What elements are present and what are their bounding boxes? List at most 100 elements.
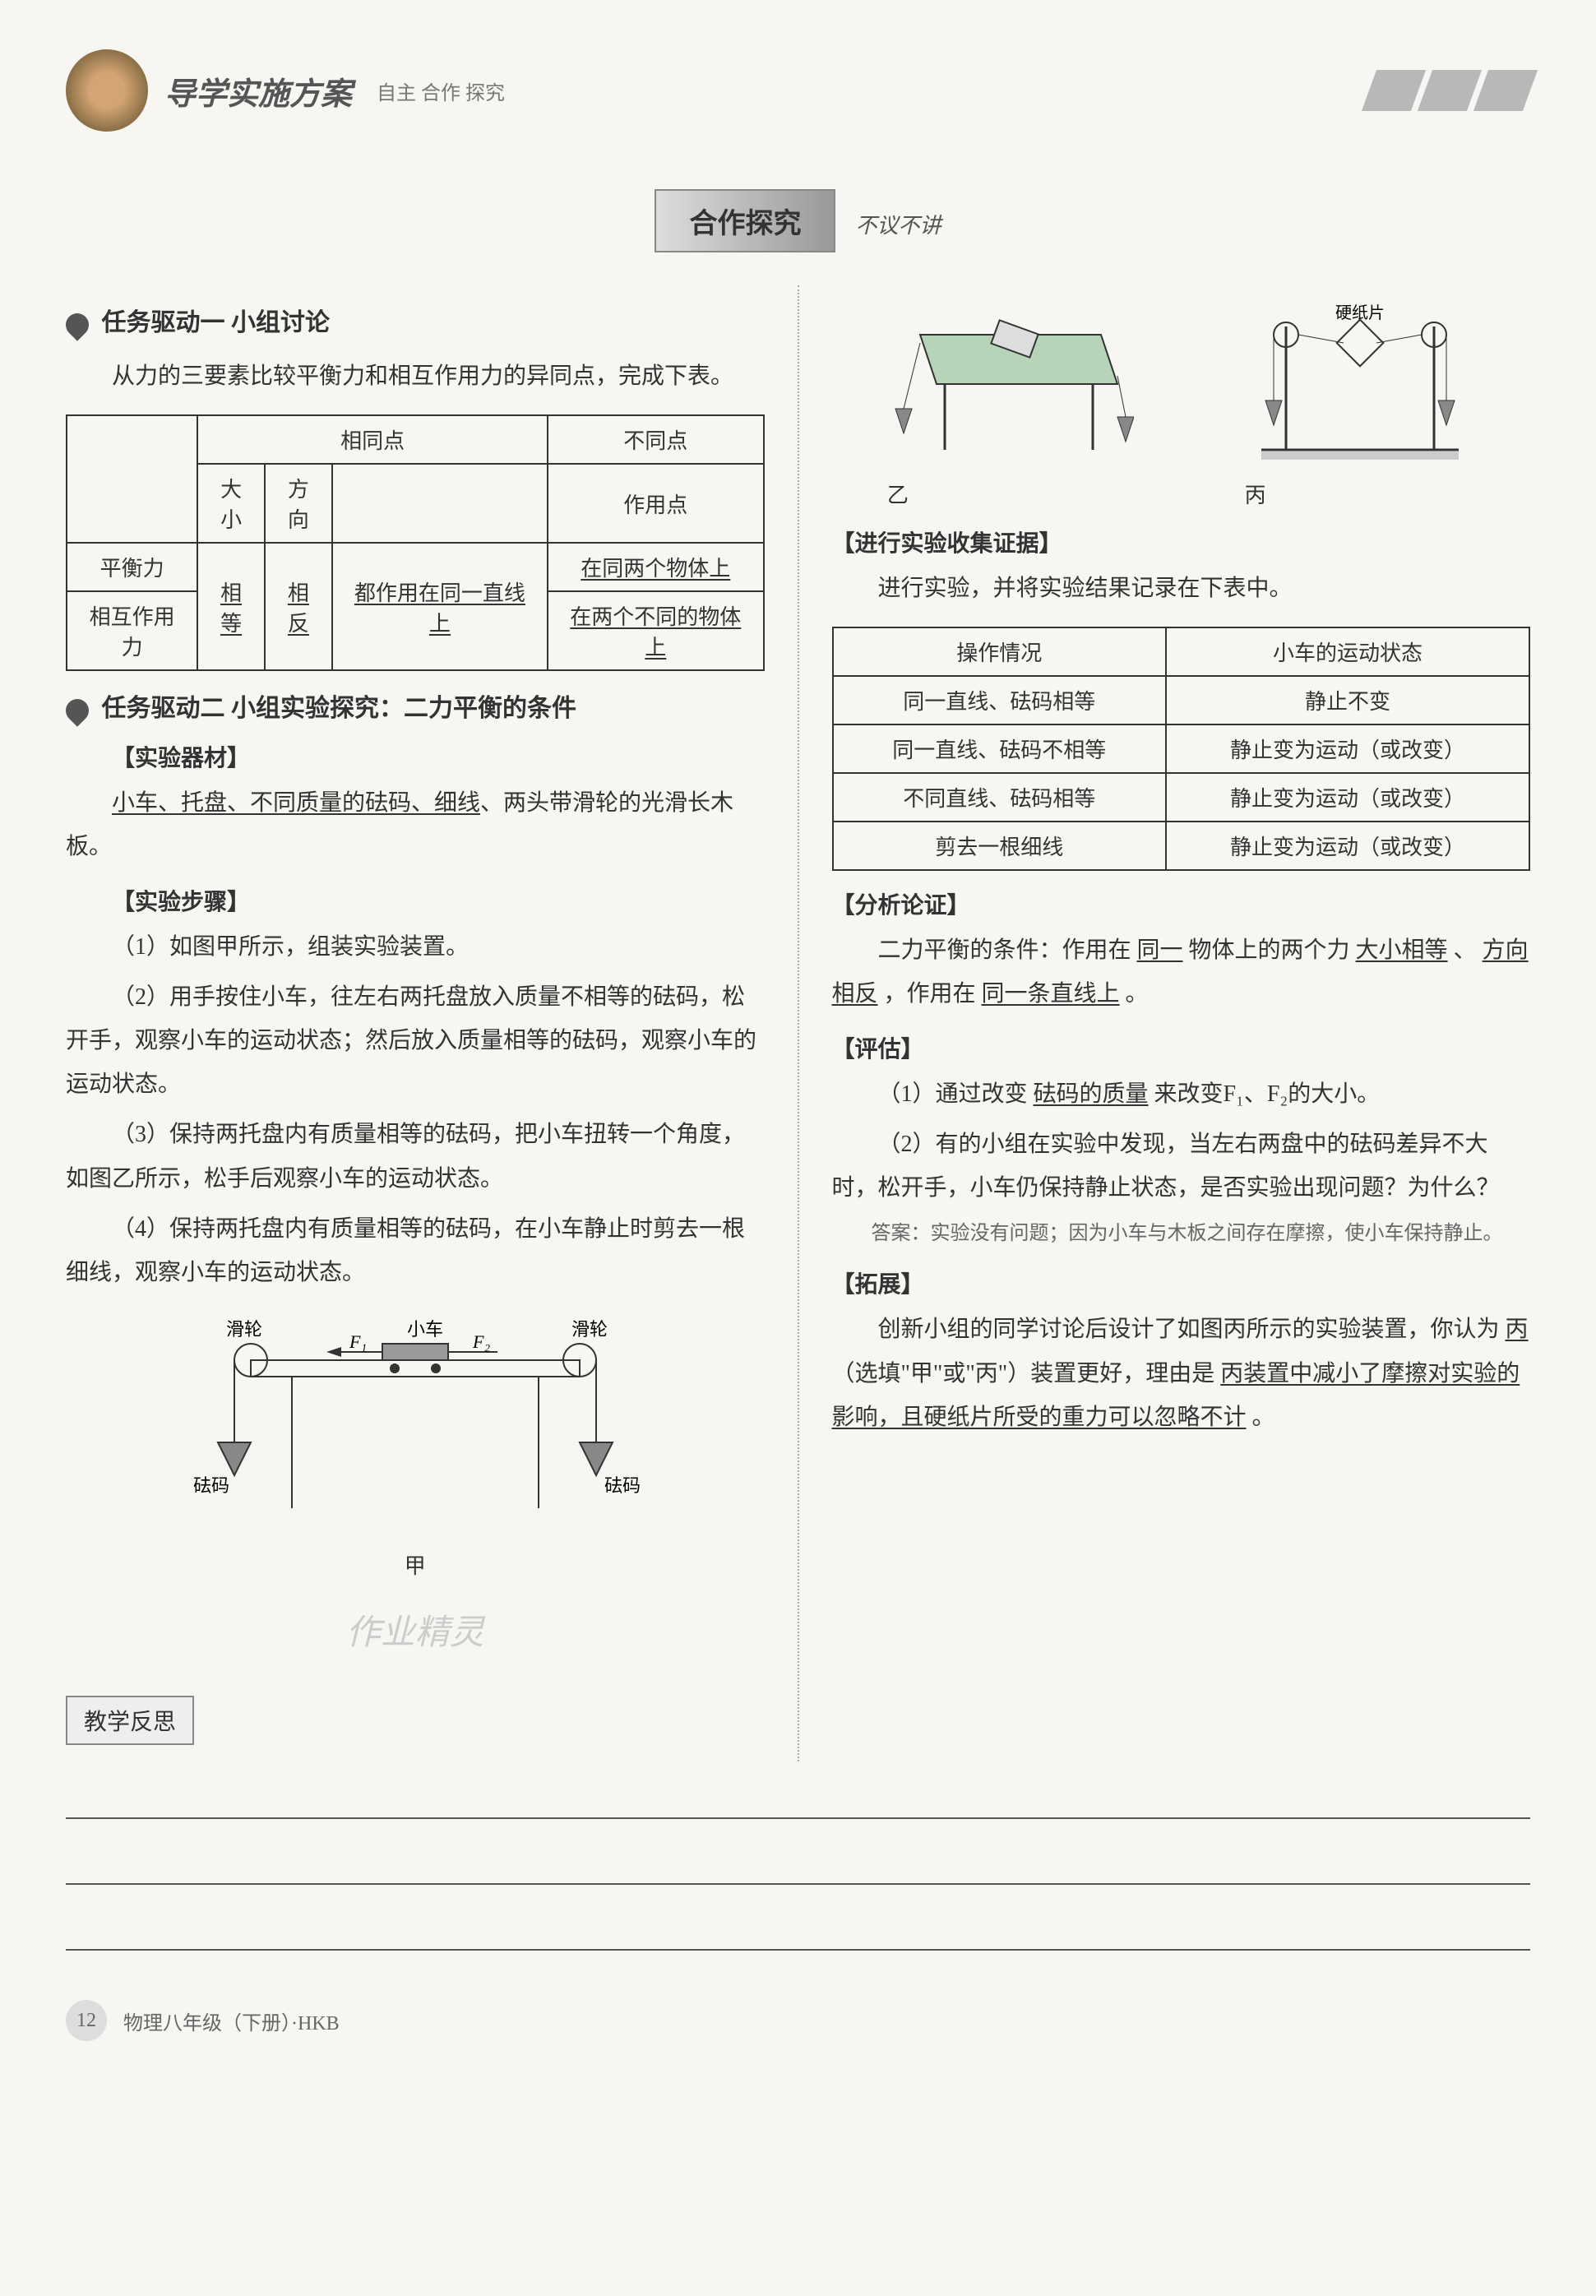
comparison-table: 相同点 不同点 大小 方向 作用点 平衡力 相等 相反 都作用在同一直线上 在同… [66, 414, 765, 671]
rt-h1: 操作情况 [833, 627, 1167, 676]
diagram-bing-svg: 硬纸片 [1245, 302, 1475, 466]
reflection-lines [66, 1778, 1530, 1951]
a-t5: 。 [1126, 981, 1149, 1007]
label-car: 小车 [407, 1319, 443, 1340]
reflection-line [66, 1844, 1530, 1885]
collect-title: 【进行实验收集证据】 [832, 525, 1531, 558]
a-t4: ，作用在 [884, 981, 976, 1007]
eval-title: 【评估】 [832, 1031, 1531, 1064]
reflection-line [66, 1778, 1530, 1819]
ex-t3: 。 [1252, 1405, 1275, 1430]
label-pulley-r: 滑轮 [571, 1319, 608, 1340]
equip-title: 【实验器材】 [112, 740, 765, 773]
task1-intro: 从力的三要素比较平衡力和相互作用力的异同点，完成下表。 [66, 354, 765, 398]
rt-r3c1: 不同直线、砝码相等 [833, 773, 1167, 822]
label-weight-l: 砝码 [193, 1475, 229, 1496]
e-q1-post: 来改变F₁、F₂的大小。 [1154, 1081, 1381, 1107]
c-diff1: 在同两个物体上 [548, 543, 763, 591]
a-a4: 同一条直线上 [982, 981, 1120, 1007]
equip-ans: 小车、托盘、不同质量的砝码、细线 [112, 790, 480, 816]
pin-icon [61, 694, 94, 727]
r1-label: 平衡力 [67, 543, 197, 591]
collect-intro: 进行实验，并将实验结果记录在下表中。 [832, 567, 1531, 610]
ex-a1: 丙 [1506, 1317, 1529, 1342]
step3: （3）保持两托盘内有质量相等的砝码，把小车扭转一个角度，如图乙所示，松手后观察小… [66, 1113, 765, 1200]
banner-sub: 不议不讲 [855, 214, 941, 238]
step2: （2）用手按住小车，往左右两托盘放入质量不相等的砝码，松开手，观察小车的运动状态… [66, 975, 765, 1107]
extend-title: 【拓展】 [832, 1266, 1531, 1299]
th-empty [332, 464, 548, 543]
analysis-text: 二力平衡的条件：作用在 同一 物体上的两个力 大小相等 、 方向相反 ，作用在 … [832, 928, 1531, 1016]
rt-r2c1: 同一直线、砝码不相等 [833, 724, 1167, 773]
a-t3: 、 [1454, 937, 1477, 963]
th-same: 相同点 [197, 415, 548, 464]
a-pre: 二力平衡的条件：作用在 [878, 937, 1131, 963]
task2-title-text: 任务驱动二 小组实验探究：二力平衡的条件 [102, 695, 577, 722]
th-point: 作用点 [548, 464, 763, 543]
a-a2: 大小相等 [1356, 937, 1448, 963]
diagram-jia: 滑轮 滑轮 小车 F₁ F₂ 砝码 砝码 甲 [66, 1311, 765, 1580]
page-number: 12 [66, 2000, 107, 2041]
label-bing: 丙 [1245, 479, 1475, 509]
rt-h2: 小车的运动状态 [1166, 627, 1529, 676]
diagram-yi-svg [887, 302, 1134, 466]
diagram-jia-svg: 滑轮 滑轮 小车 F₁ F₂ 砝码 砝码 [169, 1311, 662, 1541]
page-header: 导学实施方案 自主 合作 探究 [66, 33, 1530, 148]
a-a1: 同一 [1137, 937, 1183, 963]
rt-r1c1: 同一直线、砝码相等 [833, 676, 1167, 724]
left-column: 任务驱动一 小组讨论 从力的三要素比较平衡力和相互作用力的异同点，完成下表。 相… [66, 285, 765, 1761]
rt-r4c1: 剪去一根细线 [833, 822, 1167, 870]
footer-text: 物理八年级（下册）·HKB [123, 2007, 340, 2035]
th-size: 大小 [197, 464, 265, 543]
results-table: 操作情况 小车的运动状态 同一直线、砝码相等 静止不变 同一直线、砝码不相等 静… [832, 627, 1531, 871]
extend-text: 创新小组的同学讨论后设计了如图丙所示的实验装置，你认为 丙 （选填"甲"或"丙"… [832, 1308, 1531, 1439]
logo-icon [66, 49, 148, 132]
steps-title: 【实验步骤】 [112, 884, 765, 917]
section-banner: 合作探究 不议不讲 [66, 189, 1530, 252]
step1: （1）如图甲所示，组装实验装置。 [66, 925, 765, 969]
label-yi: 乙 [887, 479, 1134, 509]
page-footer: 12 物理八年级（下册）·HKB [66, 2000, 1530, 2041]
reflection-line [66, 1909, 1530, 1951]
ex-pre: 创新小组的同学讨论后设计了如图丙所示的实验装置，你认为 [878, 1317, 1500, 1342]
pin-icon [61, 308, 94, 341]
r2-label: 相互作用力 [67, 591, 197, 670]
task2-title: 任务驱动二 小组实验探究：二力平衡的条件 [66, 687, 765, 724]
e-q1-ans: 砝码的质量 [1034, 1081, 1149, 1107]
equip-text: 小车、托盘、不同质量的砝码、细线、两头带滑轮的光滑长木板。 [66, 781, 765, 868]
eval-q1: （1）通过改变 砝码的质量 来改变F₁、F₂的大小。 [832, 1072, 1531, 1116]
label-jia: 甲 [66, 1549, 765, 1580]
eval-q2: （2）有的小组在实验中发现，当左右两盘中的砝码差异不大时，松开手，小车仍保持静止… [832, 1123, 1531, 1210]
th-dir: 方向 [265, 464, 332, 543]
label-pulley-l: 滑轮 [226, 1319, 262, 1340]
c-line: 都作用在同一直线上 [332, 543, 548, 670]
banner-main: 合作探究 [655, 189, 835, 252]
rt-r2c2: 静止变为运动（或改变） [1166, 724, 1529, 773]
watermark: 作业精灵 [66, 1604, 765, 1655]
task1-title-text: 任务驱动一 小组讨论 [102, 309, 331, 336]
rt-r3c2: 静止变为运动（或改变） [1166, 773, 1529, 822]
c-dir: 相反 [265, 543, 332, 670]
reflection-title: 教学反思 [66, 1696, 194, 1745]
th-diff: 不同点 [548, 415, 763, 464]
eval-q2-ans: 答案：实验没有问题；因为小车与木板之间存在摩擦，使小车保持静止。 [832, 1216, 1531, 1252]
diagrams-yi-bing: 乙 硬纸片 丙 [832, 302, 1531, 509]
column-divider [798, 285, 799, 1761]
task1-title: 任务驱动一 小组讨论 [66, 302, 765, 338]
c-size: 相等 [197, 543, 265, 670]
header-decoration [1369, 70, 1530, 111]
diagram-bing: 硬纸片 丙 [1245, 302, 1475, 509]
right-column: 乙 硬纸片 丙 [832, 285, 1531, 1761]
rt-r4c2: 静止变为运动（或改变） [1166, 822, 1529, 870]
analysis-title: 【分析论证】 [832, 887, 1531, 920]
header-title: 导学实施方案 [164, 68, 352, 113]
diagram-yi: 乙 [887, 302, 1134, 509]
step4: （4）保持两托盘内有质量相等的砝码，在小车静止时剪去一根细线，观察小车的运动状态… [66, 1207, 765, 1294]
label-f2: F₂ [472, 1331, 490, 1352]
label-f1: F₁ [349, 1331, 367, 1352]
header-subtitle: 自主 合作 探究 [377, 76, 505, 105]
ex-t2: （选填"甲"或"丙"）装置更好，理由是 [832, 1361, 1215, 1386]
label-weight-r: 砝码 [604, 1475, 641, 1496]
rt-r1c2: 静止不变 [1166, 676, 1529, 724]
c-diff2: 在两个不同的物体上 [548, 591, 763, 670]
